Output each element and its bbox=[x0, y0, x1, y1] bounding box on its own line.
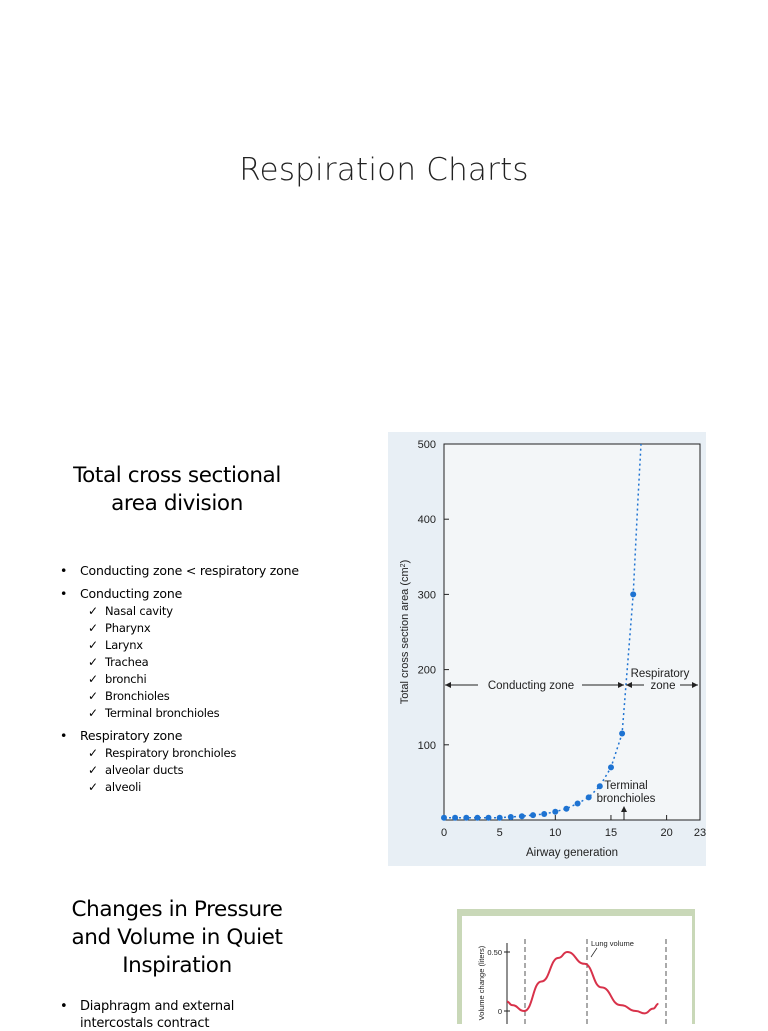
sub-item-text: Larynx bbox=[105, 638, 143, 652]
checkmark-icon: ✓ bbox=[88, 621, 98, 635]
x-axis-label: Airway generation bbox=[526, 847, 618, 859]
data-point bbox=[530, 812, 536, 819]
sub-item-text: Trachea bbox=[105, 655, 149, 669]
checkmark-icon: ✓ bbox=[88, 689, 98, 703]
y-tick-label: 200 bbox=[418, 665, 436, 677]
checkmark-icon: ✓ bbox=[88, 655, 98, 669]
cross-section-figure: 100 200 300 400 500 0 5 10 15 20 23 Total cross s… bbox=[388, 432, 706, 866]
checkmark-icon: ✓ bbox=[88, 746, 98, 760]
data-point bbox=[608, 764, 614, 771]
data-point bbox=[496, 814, 503, 821]
checkmark-icon: ✓ bbox=[88, 780, 98, 794]
data-point bbox=[563, 805, 570, 812]
cross-section-chart: 100 200 300 400 500 0 5 10 15 20 23 Total cross s… bbox=[388, 432, 706, 866]
x-tick-label: 0 bbox=[441, 827, 447, 839]
respiratory-zone-label-line2: zone bbox=[651, 680, 676, 692]
data-point bbox=[585, 794, 592, 801]
data-point bbox=[552, 808, 559, 815]
slide-title: Respiration Charts bbox=[239, 152, 529, 188]
bullet-text: Conducting zone bbox=[80, 586, 183, 601]
data-point bbox=[541, 811, 548, 817]
y-axis-label: Total cross section area (cm2) bbox=[399, 560, 411, 705]
lung-volume-figure: 0.50 0 Volume change (liters) Lung volum… bbox=[457, 909, 695, 1024]
y-tick-label: 100 bbox=[418, 740, 436, 752]
sub-item-text: alveolar ducts bbox=[105, 763, 184, 777]
data-point bbox=[463, 814, 470, 821]
arrow-head-right-icon bbox=[692, 682, 698, 688]
checkmark-icon: ✓ bbox=[88, 604, 98, 618]
data-point bbox=[630, 591, 637, 598]
arrow-head-right-icon bbox=[618, 682, 624, 688]
section2-heading-line3: Inspiration bbox=[122, 953, 232, 978]
data-point bbox=[518, 813, 525, 820]
respiratory-zone-label-line1: Respiratory bbox=[631, 668, 690, 680]
y-tick-label: 300 bbox=[418, 589, 436, 601]
conducting-zone-label: Conducting zone bbox=[488, 680, 574, 692]
data-point bbox=[619, 730, 626, 737]
x-tick-label: 15 bbox=[605, 827, 617, 839]
sub-item-text: Pharynx bbox=[105, 621, 151, 635]
x-tick-label: 10 bbox=[549, 827, 561, 839]
lung-volume-label: Lung volume bbox=[591, 939, 634, 948]
y-tick-label: 400 bbox=[418, 514, 436, 526]
plot-area bbox=[443, 443, 701, 821]
bullet-text: Respiratory zone bbox=[80, 728, 183, 743]
bullet-text: Diaphragm and external bbox=[80, 999, 235, 1014]
x-tick-label: 5 bbox=[497, 827, 503, 839]
data-point bbox=[452, 814, 459, 821]
sub-item-text: Nasal cavity bbox=[105, 604, 173, 618]
section1-heading-line1: Total cross sectional bbox=[73, 463, 281, 488]
sub-item-text: Respiratory bronchioles bbox=[105, 746, 237, 760]
terminal-bronchioles-label-line1: Terminal bbox=[604, 780, 647, 792]
y-tick-label: 500 bbox=[418, 439, 436, 451]
y-tick-label: 0 bbox=[498, 1007, 502, 1016]
bullet-dot-icon: • bbox=[60, 999, 68, 1014]
bullet-dot-icon: • bbox=[60, 586, 68, 601]
data-point bbox=[441, 814, 447, 821]
terminal-bronchioles-label-line2: bronchioles bbox=[597, 793, 656, 805]
data-point bbox=[485, 814, 492, 821]
data-point bbox=[596, 783, 603, 790]
x-tick-label: 23 bbox=[694, 827, 706, 839]
bullet-text: Conducting zone < respiratory zone bbox=[80, 563, 299, 578]
data-point bbox=[574, 800, 581, 807]
data-point bbox=[474, 814, 481, 821]
bullet-dot-icon: • bbox=[60, 563, 68, 578]
sub-item-text: bronchi bbox=[105, 672, 147, 686]
y-tick-label: 0.50 bbox=[487, 948, 502, 957]
arrow-head-left-icon bbox=[445, 682, 451, 688]
section1-heading-line2: area division bbox=[111, 491, 243, 516]
sub-item-text: alveoli bbox=[105, 780, 142, 794]
checkmark-icon: ✓ bbox=[88, 763, 98, 777]
label-leader-line bbox=[590, 947, 598, 958]
section2-heading-line2: and Volume in Quiet bbox=[71, 925, 283, 950]
section1-heading: Total cross sectional area division bbox=[46, 462, 308, 518]
plot-background bbox=[462, 916, 692, 1024]
checkmark-icon: ✓ bbox=[88, 672, 98, 686]
bullet-dot-icon: • bbox=[60, 728, 68, 743]
x-tick-label: 20 bbox=[660, 827, 672, 839]
section2-heading: Changes in Pressure and Volume in Quiet … bbox=[46, 896, 308, 980]
y-axis-label: Volume change (liters) bbox=[477, 945, 486, 1020]
sub-item-text: Terminal bronchioles bbox=[105, 706, 220, 720]
sub-item-text: Bronchioles bbox=[105, 689, 170, 703]
checkmark-icon: ✓ bbox=[88, 638, 98, 652]
data-point bbox=[507, 814, 514, 820]
checkmark-icon: ✓ bbox=[88, 706, 98, 720]
lung-volume-line bbox=[506, 950, 659, 1015]
lung-volume-chart: 0.50 0 Volume change (liters) Lung volum… bbox=[457, 909, 695, 1024]
arrow-head-left-icon bbox=[626, 682, 632, 688]
arrow-head-up-icon bbox=[621, 806, 627, 812]
section2-heading-line1: Changes in Pressure bbox=[71, 897, 283, 922]
